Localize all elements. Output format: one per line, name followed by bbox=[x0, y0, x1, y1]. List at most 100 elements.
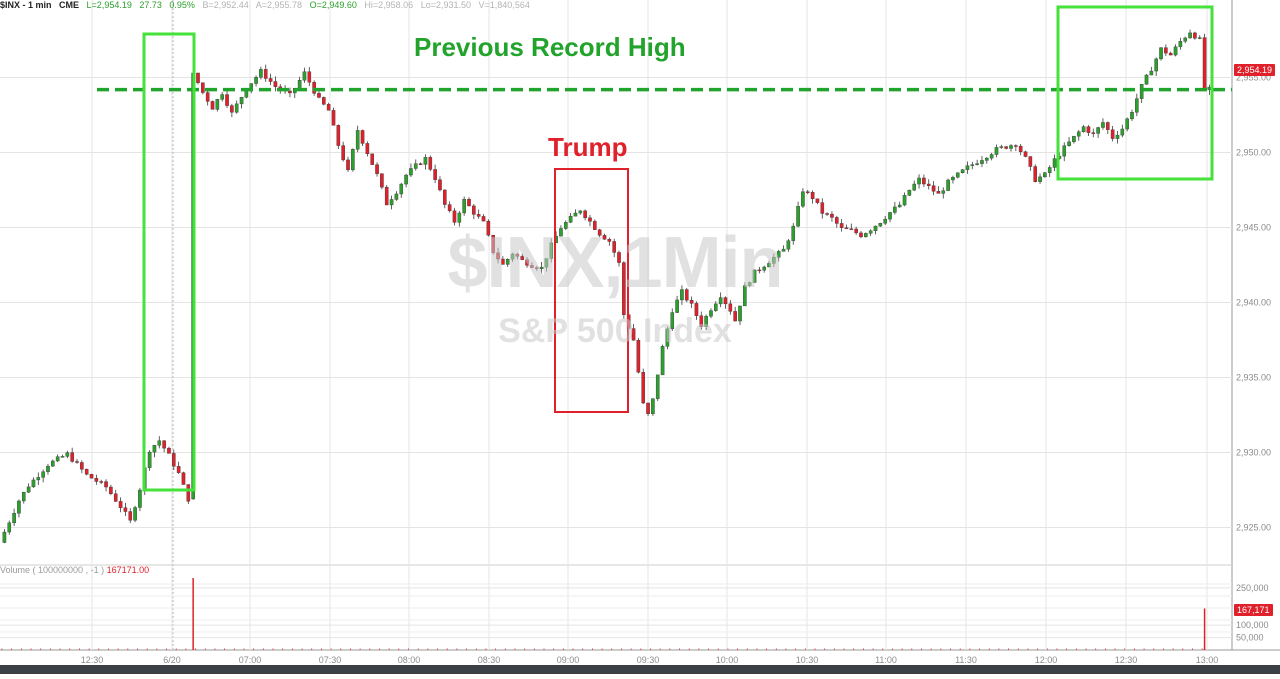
candle-body bbox=[515, 253, 520, 257]
candle-body bbox=[259, 69, 263, 78]
volume-value: 167171.00 bbox=[106, 565, 150, 575]
candle-body bbox=[781, 248, 786, 252]
candle-body bbox=[597, 229, 602, 236]
candle-body bbox=[602, 235, 607, 240]
candle-body bbox=[1062, 145, 1067, 157]
candle-body bbox=[462, 199, 466, 214]
candle-body bbox=[1110, 129, 1115, 139]
candle-body bbox=[215, 99, 220, 110]
candle-body bbox=[699, 315, 704, 327]
candle-body bbox=[351, 149, 355, 171]
candle-body bbox=[128, 511, 133, 521]
candle-body bbox=[675, 299, 679, 313]
legend-bid: B=2,952.44 bbox=[202, 0, 249, 10]
candle-body bbox=[428, 157, 433, 170]
candle-body bbox=[1081, 126, 1086, 133]
candle-body bbox=[60, 456, 65, 458]
candle-body bbox=[1154, 58, 1158, 72]
candle-body bbox=[684, 289, 689, 301]
candle-body bbox=[505, 258, 510, 265]
highlight-box-open bbox=[142, 32, 196, 492]
annotation-record-high: Previous Record High bbox=[414, 32, 686, 62]
candle-body bbox=[99, 481, 104, 483]
candle-body bbox=[220, 94, 224, 100]
candle-body bbox=[525, 259, 529, 266]
candle-body bbox=[118, 501, 123, 508]
candle-body bbox=[989, 154, 994, 159]
candle-body bbox=[12, 513, 16, 524]
candle-body bbox=[747, 282, 752, 286]
candle-body bbox=[1149, 70, 1154, 76]
candle-body bbox=[1144, 74, 1149, 85]
candle-body bbox=[186, 484, 191, 502]
candle-body bbox=[268, 78, 273, 82]
volume-legend: Volume ( 100000000 , -1 ) 167171.00 bbox=[0, 565, 149, 575]
candle-body bbox=[423, 157, 428, 165]
candle-body bbox=[922, 177, 926, 185]
candle-body bbox=[476, 214, 481, 217]
candle-body bbox=[931, 185, 936, 192]
candle-body bbox=[288, 90, 292, 94]
candle-body bbox=[302, 71, 307, 81]
candle-body bbox=[878, 222, 883, 227]
candle-body bbox=[563, 222, 568, 229]
legend-change-pct: 0.95% bbox=[169, 0, 195, 10]
candle-body bbox=[844, 227, 849, 229]
price-tick-label: 2,930.00 bbox=[1236, 448, 1271, 458]
candle-body bbox=[370, 153, 375, 165]
candle-body bbox=[994, 147, 999, 155]
candle-body bbox=[651, 398, 655, 415]
candle-body bbox=[443, 189, 447, 205]
candle-body bbox=[868, 230, 873, 234]
candle-body bbox=[1028, 156, 1033, 167]
candle-body bbox=[380, 173, 384, 188]
candle-body bbox=[1023, 151, 1028, 157]
candle-body bbox=[622, 262, 626, 315]
price-tick-label: 2,925.00 bbox=[1236, 523, 1271, 533]
candle-body bbox=[167, 447, 171, 454]
candle-body bbox=[336, 125, 341, 146]
candle-body bbox=[496, 252, 500, 260]
candle-body bbox=[534, 267, 539, 269]
candle-body bbox=[1086, 126, 1091, 133]
candle-body bbox=[1173, 46, 1178, 56]
candle-body bbox=[51, 460, 55, 467]
candle-body bbox=[665, 328, 670, 347]
candle-body bbox=[902, 195, 907, 206]
candle-body bbox=[433, 169, 437, 180]
candle-body bbox=[655, 374, 660, 399]
candle-body bbox=[196, 72, 200, 83]
time-tick-label: 12:30 bbox=[81, 655, 104, 665]
candle-body bbox=[1004, 146, 1008, 149]
candle-body bbox=[689, 299, 694, 304]
candle-body bbox=[854, 228, 858, 234]
candle-body bbox=[960, 169, 965, 174]
candle-body bbox=[7, 522, 12, 533]
candle-body bbox=[162, 440, 166, 449]
candle-body bbox=[239, 97, 244, 105]
candle-body bbox=[447, 204, 452, 212]
candle-body bbox=[1120, 128, 1125, 136]
candle-body bbox=[384, 186, 389, 206]
candle-body bbox=[791, 225, 796, 241]
candle-body bbox=[738, 305, 742, 322]
price-tick-label: 2,955.00 bbox=[1236, 73, 1271, 83]
candle-body bbox=[467, 199, 471, 207]
candle-body bbox=[21, 491, 26, 502]
candle-body bbox=[1043, 172, 1047, 178]
candle-body bbox=[152, 445, 157, 453]
candle-body bbox=[225, 94, 229, 106]
candle-body bbox=[636, 340, 641, 373]
candle-body bbox=[94, 478, 99, 482]
candle-body bbox=[694, 303, 699, 316]
candle-body bbox=[1091, 132, 1096, 134]
candle-body bbox=[680, 289, 684, 301]
legend-volume: V=1,840,564 bbox=[478, 0, 530, 10]
candle-body bbox=[230, 105, 234, 113]
time-tick-label: 11:30 bbox=[955, 655, 977, 665]
candle-body bbox=[1159, 47, 1163, 60]
candle-body bbox=[1130, 112, 1134, 120]
time-tick-label: 10:30 bbox=[796, 655, 819, 665]
